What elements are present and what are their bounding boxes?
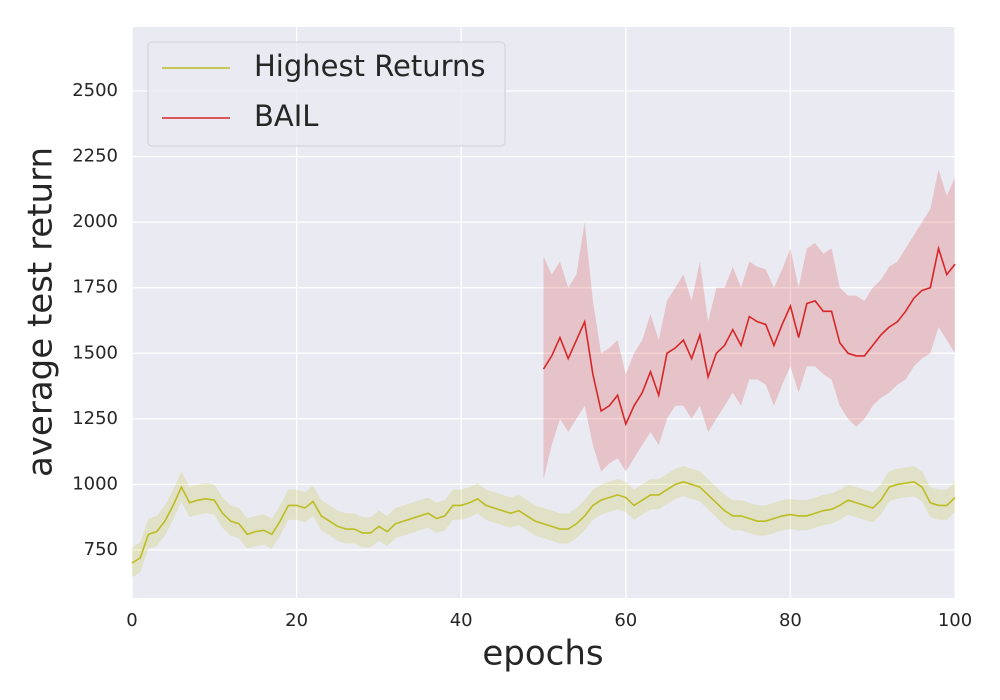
x-tick-label: 80 xyxy=(779,610,802,631)
error-band xyxy=(543,169,955,480)
x-tick-label: 100 xyxy=(938,610,972,631)
error-band xyxy=(132,466,955,578)
y-tick-label: 2000 xyxy=(72,211,118,232)
y-tick-label: 750 xyxy=(84,539,118,560)
x-tick-label: 20 xyxy=(285,610,308,631)
legend-label: Highest Returns xyxy=(254,49,486,83)
legend: Highest Returns BAIL xyxy=(147,41,506,147)
y-axis-label: average test return xyxy=(21,147,61,477)
legend-box xyxy=(147,41,506,147)
legend-label: BAIL xyxy=(254,99,318,133)
labels: 0 20 40 60 80 100 750 1000 1250 1500 1750 2000 2250 2… xyxy=(72,80,972,631)
y-tick-label: 1000 xyxy=(72,473,118,494)
series-line xyxy=(542,245,956,427)
x-tick-label: 60 xyxy=(614,610,637,631)
x-axis-label: epochs xyxy=(482,634,603,674)
marks xyxy=(131,169,956,578)
y-tick-label: 1750 xyxy=(72,277,118,298)
x-tick-label: 0 xyxy=(126,610,137,631)
series-line xyxy=(131,480,956,564)
y-tick-label: 1500 xyxy=(72,342,118,363)
y-tick-label: 1250 xyxy=(72,408,118,429)
y-tick-label: 2250 xyxy=(72,146,118,167)
y-tick-label: 2500 xyxy=(72,80,118,101)
x-tick-label: 40 xyxy=(450,610,473,631)
